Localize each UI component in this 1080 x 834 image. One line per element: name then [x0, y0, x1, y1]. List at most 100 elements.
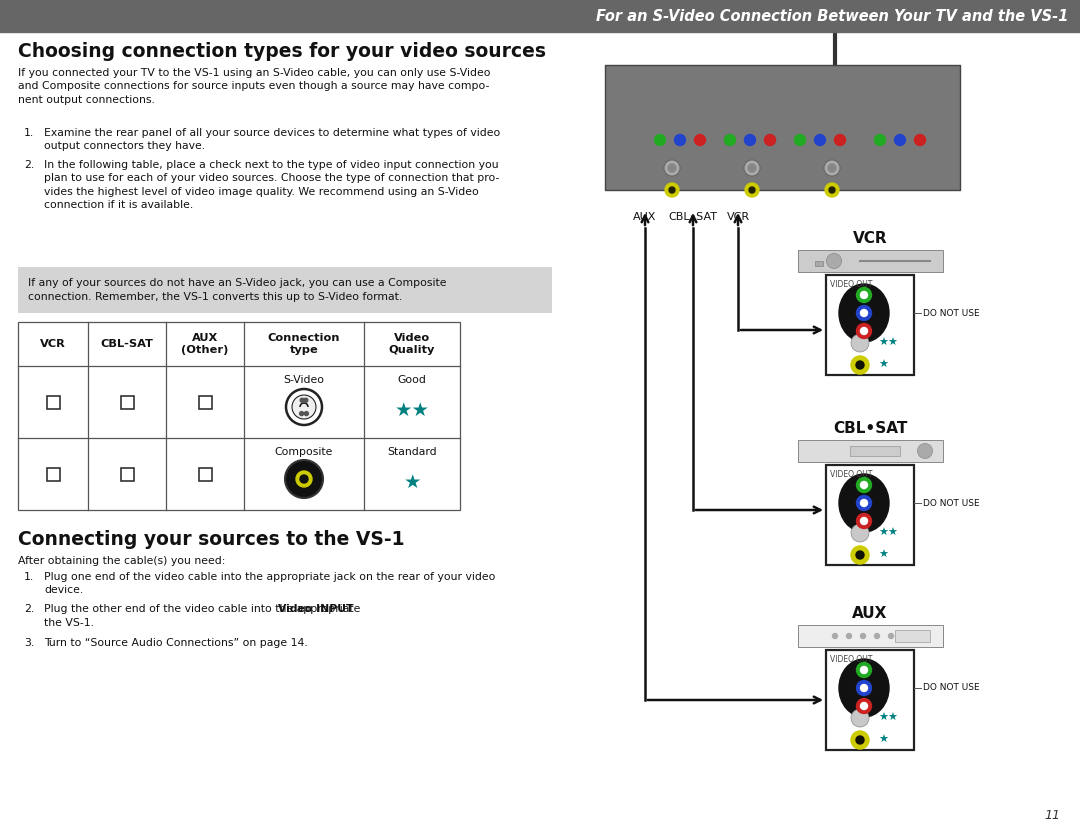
Circle shape — [861, 685, 867, 691]
Circle shape — [744, 160, 760, 176]
Bar — [46, 468, 59, 480]
Circle shape — [856, 551, 864, 559]
Circle shape — [851, 356, 869, 374]
Circle shape — [915, 134, 926, 145]
Text: Standard: Standard — [388, 447, 436, 457]
Circle shape — [851, 731, 869, 749]
Text: Examine the rear panel of all your source devices to determine what types of vid: Examine the rear panel of all your sourc… — [44, 128, 500, 151]
Circle shape — [675, 134, 686, 145]
Text: ★: ★ — [878, 550, 888, 560]
Text: ★★: ★★ — [878, 338, 897, 348]
Text: Plug the other end of the video cable into the appropriate: Plug the other end of the video cable in… — [44, 604, 364, 614]
Text: the VS-1.: the VS-1. — [44, 618, 94, 628]
Text: 1.: 1. — [24, 128, 35, 138]
Circle shape — [300, 475, 308, 483]
Circle shape — [664, 160, 680, 176]
Circle shape — [861, 702, 867, 710]
Text: DO NOT USE: DO NOT USE — [923, 309, 980, 318]
Text: VIDEO OUT: VIDEO OUT — [831, 470, 873, 479]
Circle shape — [833, 634, 837, 639]
Circle shape — [856, 662, 872, 677]
Circle shape — [814, 134, 825, 145]
Text: Plug one end of the video cable into the appropriate jack on the rear of your vi: Plug one end of the video cable into the… — [44, 572, 496, 595]
Circle shape — [861, 500, 867, 506]
Bar — [826, 275, 914, 375]
Text: If any of your sources do not have an S-Video jack, you can use a Composite
conn: If any of your sources do not have an S-… — [28, 279, 446, 302]
Text: Turn to “Source Audio Connections” on page 14.: Turn to “Source Audio Connections” on pa… — [44, 638, 308, 648]
Circle shape — [856, 514, 872, 529]
Bar — [850, 446, 900, 456]
Circle shape — [765, 134, 775, 145]
Circle shape — [856, 324, 872, 339]
Circle shape — [856, 495, 872, 510]
Circle shape — [654, 134, 665, 145]
Text: After obtaining the cable(s) you need:: After obtaining the cable(s) you need: — [18, 556, 226, 566]
Circle shape — [889, 634, 893, 639]
Circle shape — [292, 395, 316, 419]
Text: 3.: 3. — [24, 638, 35, 648]
Text: VIDEO OUT: VIDEO OUT — [831, 280, 873, 289]
Bar — [797, 250, 943, 272]
Circle shape — [861, 309, 867, 316]
Text: Connection
type: Connection type — [268, 333, 340, 355]
Text: VIDEO OUT: VIDEO OUT — [831, 655, 873, 664]
Bar — [797, 625, 943, 647]
Circle shape — [300, 399, 305, 402]
Text: Composite: Composite — [274, 447, 334, 457]
Circle shape — [856, 681, 872, 696]
Circle shape — [856, 736, 864, 744]
Text: VCR: VCR — [853, 231, 888, 246]
Circle shape — [669, 187, 675, 193]
Bar — [826, 650, 914, 750]
Text: DO NOT USE: DO NOT USE — [923, 499, 980, 508]
Circle shape — [744, 134, 756, 145]
Circle shape — [748, 164, 756, 172]
Text: Video
Quality: Video Quality — [389, 333, 435, 355]
Circle shape — [825, 183, 839, 197]
Bar — [199, 395, 212, 409]
Bar — [46, 395, 59, 409]
Text: VCR: VCR — [727, 212, 750, 222]
Text: For an S-Video Connection Between Your TV and the VS-1: For an S-Video Connection Between Your T… — [596, 8, 1068, 23]
Text: CBL•SAT: CBL•SAT — [833, 421, 907, 436]
Text: DO NOT USE: DO NOT USE — [923, 684, 980, 692]
Text: In the following table, place a check next to the type of video input connection: In the following table, place a check ne… — [44, 160, 499, 210]
Circle shape — [286, 461, 322, 497]
Circle shape — [851, 546, 869, 564]
Text: AUX: AUX — [852, 606, 888, 621]
Text: 11: 11 — [1044, 809, 1059, 822]
Circle shape — [861, 518, 867, 525]
Circle shape — [861, 328, 867, 334]
Bar — [121, 395, 134, 409]
Circle shape — [750, 187, 755, 193]
Text: VCR: VCR — [40, 339, 66, 349]
Circle shape — [856, 288, 872, 303]
Circle shape — [861, 481, 867, 489]
Text: Choosing connection types for your video sources: Choosing connection types for your video… — [18, 42, 546, 61]
Circle shape — [903, 634, 907, 639]
Ellipse shape — [839, 284, 889, 342]
Circle shape — [305, 411, 309, 415]
Text: CBL-SAT: CBL-SAT — [100, 339, 153, 349]
Circle shape — [299, 411, 303, 415]
Ellipse shape — [839, 659, 889, 717]
Circle shape — [851, 334, 869, 352]
Circle shape — [861, 666, 867, 674]
Text: Video INPUT: Video INPUT — [278, 604, 353, 614]
Circle shape — [856, 305, 872, 320]
Text: ★: ★ — [878, 360, 888, 370]
Bar — [895, 630, 930, 642]
Circle shape — [694, 134, 705, 145]
Circle shape — [851, 709, 869, 727]
Text: AUX: AUX — [633, 212, 657, 222]
Text: ★★: ★★ — [878, 528, 897, 538]
Text: ★: ★ — [878, 735, 888, 745]
Circle shape — [875, 134, 886, 145]
Circle shape — [665, 183, 679, 197]
Text: AUX
(Other): AUX (Other) — [181, 333, 229, 355]
Circle shape — [795, 134, 806, 145]
Circle shape — [303, 399, 308, 402]
Text: 1.: 1. — [24, 572, 35, 582]
Circle shape — [669, 164, 676, 172]
Circle shape — [875, 634, 879, 639]
